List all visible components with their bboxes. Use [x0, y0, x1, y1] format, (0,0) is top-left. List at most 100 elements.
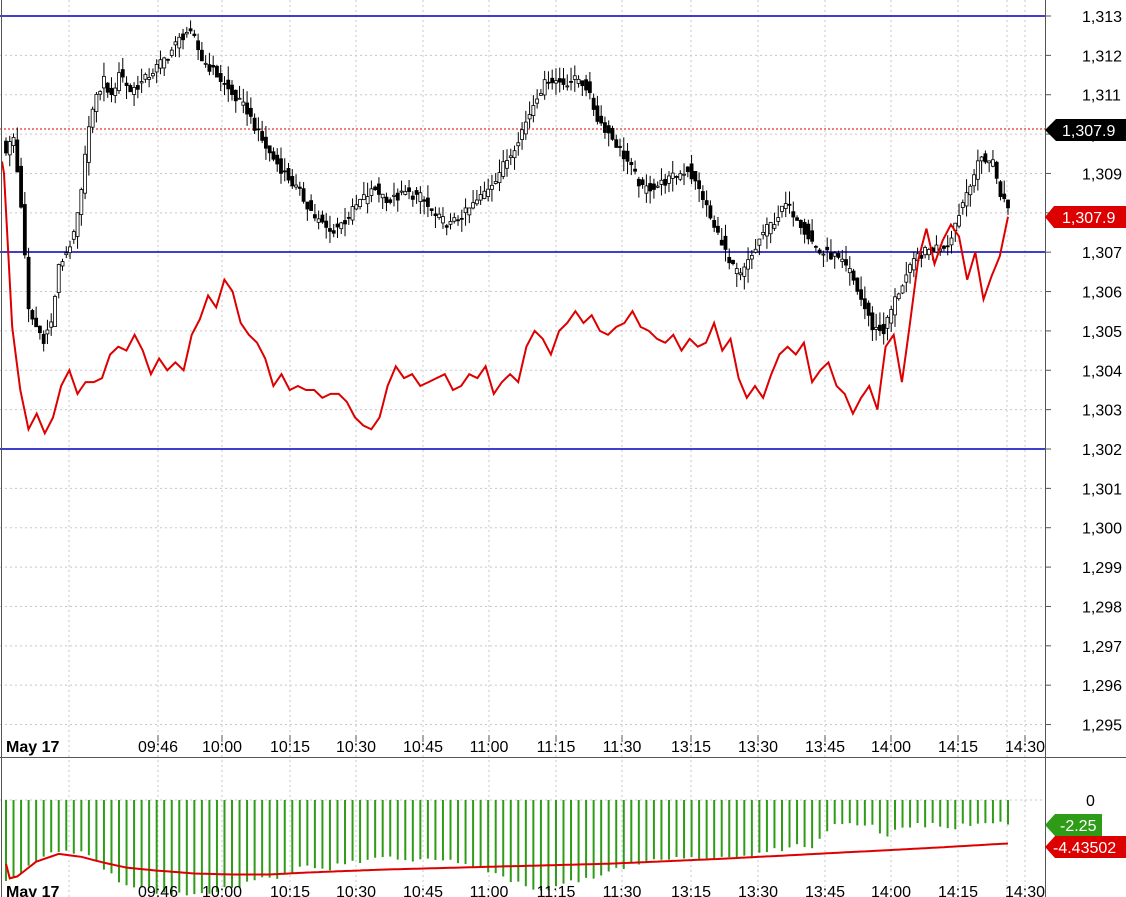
candle	[463, 198, 468, 226]
x-tick-label: 13:45	[805, 739, 845, 756]
candle	[286, 162, 291, 184]
x-tick-label-lower: 10:30	[336, 884, 376, 897]
candle	[301, 182, 306, 204]
date-label: May 17	[6, 739, 59, 756]
candle	[949, 230, 954, 254]
candle	[380, 193, 385, 210]
candle	[11, 133, 16, 153]
candle	[512, 145, 517, 170]
candle	[964, 179, 969, 217]
candle	[674, 175, 679, 185]
red-line-value-label: 1,307.9	[1062, 210, 1115, 227]
y-tick-label: 1,305	[1082, 324, 1122, 341]
candle	[497, 159, 502, 192]
candle	[791, 201, 796, 227]
y-tick-label: 1,309	[1082, 166, 1122, 183]
candle	[56, 263, 61, 299]
x-tick-label-lower: 10:45	[403, 884, 443, 897]
candle	[493, 172, 498, 185]
candle	[621, 137, 626, 172]
candle	[275, 148, 280, 172]
candle	[636, 176, 641, 198]
candle	[810, 219, 815, 245]
candle	[554, 68, 558, 95]
candle	[866, 300, 871, 327]
candle	[305, 201, 310, 221]
candle	[945, 235, 950, 256]
candle	[256, 117, 261, 142]
candle	[998, 180, 1003, 201]
y-tick-label: 1,302	[1082, 442, 1122, 459]
candle	[124, 76, 129, 99]
candle	[478, 185, 483, 205]
candle	[418, 186, 423, 214]
candle	[177, 33, 182, 58]
candle	[7, 135, 12, 167]
x-tick-label-lower: 14:30	[1005, 884, 1045, 897]
x-tick-label: 14:00	[871, 739, 911, 756]
candle	[102, 62, 106, 102]
candle	[618, 138, 622, 157]
histogram-value-badge: -2.25	[1045, 814, 1102, 836]
candle	[392, 182, 396, 207]
candle	[459, 209, 464, 232]
x-axis-labels-lower: May 17 09:46 10:00 10:15 10:30 10:45 11:00 11:1…	[6, 884, 1045, 897]
x-tick-label-lower: 13:30	[738, 884, 778, 897]
candle	[60, 258, 65, 271]
candle	[768, 221, 773, 244]
candle	[425, 185, 430, 218]
candle	[120, 58, 125, 83]
candle	[844, 245, 848, 272]
candle	[539, 89, 543, 97]
candle	[320, 210, 325, 224]
candle	[407, 180, 411, 200]
candle	[490, 174, 494, 202]
candle	[821, 250, 826, 267]
candle	[749, 249, 754, 269]
candle	[414, 186, 419, 204]
x-tick-label: 14:30	[1005, 739, 1045, 756]
x-tick-label-lower: 14:00	[871, 884, 911, 897]
candle	[354, 194, 359, 211]
candle	[245, 91, 249, 126]
candle	[215, 64, 219, 78]
candle	[629, 157, 634, 176]
candle	[531, 95, 536, 123]
candle	[723, 224, 728, 262]
candle	[467, 207, 472, 224]
candle	[772, 212, 777, 231]
candle	[708, 200, 713, 220]
candle	[252, 113, 257, 134]
candle	[117, 62, 121, 94]
candle	[508, 148, 513, 165]
candle	[520, 122, 524, 150]
x-tick-label-lower: 14:15	[938, 884, 978, 897]
signal-value-badge: -4.43502	[1045, 836, 1126, 858]
candle	[561, 67, 566, 90]
candle	[188, 20, 193, 34]
candle	[505, 149, 509, 177]
candle	[184, 26, 189, 38]
candle	[885, 315, 890, 341]
signal-line	[5, 842, 1009, 880]
candle	[859, 276, 863, 307]
y-tick-label: 1,296	[1082, 678, 1122, 695]
candle	[316, 210, 321, 230]
candle	[143, 72, 148, 83]
candle	[22, 192, 27, 259]
candle	[979, 155, 984, 174]
candle	[840, 249, 845, 268]
candle	[166, 58, 170, 64]
candle	[248, 97, 253, 124]
candle	[192, 29, 197, 38]
candle	[968, 184, 973, 207]
candle	[90, 106, 95, 134]
candle	[753, 238, 758, 254]
y-axis-labels: 1,3131,3121,3111,3101,3091,3081,3071,306…	[1045, 9, 1126, 858]
candle	[825, 237, 830, 262]
candle	[817, 247, 822, 255]
x-tick-label: 11:30	[603, 739, 642, 756]
candle	[30, 308, 35, 325]
candle	[79, 187, 84, 226]
candle	[780, 205, 784, 218]
